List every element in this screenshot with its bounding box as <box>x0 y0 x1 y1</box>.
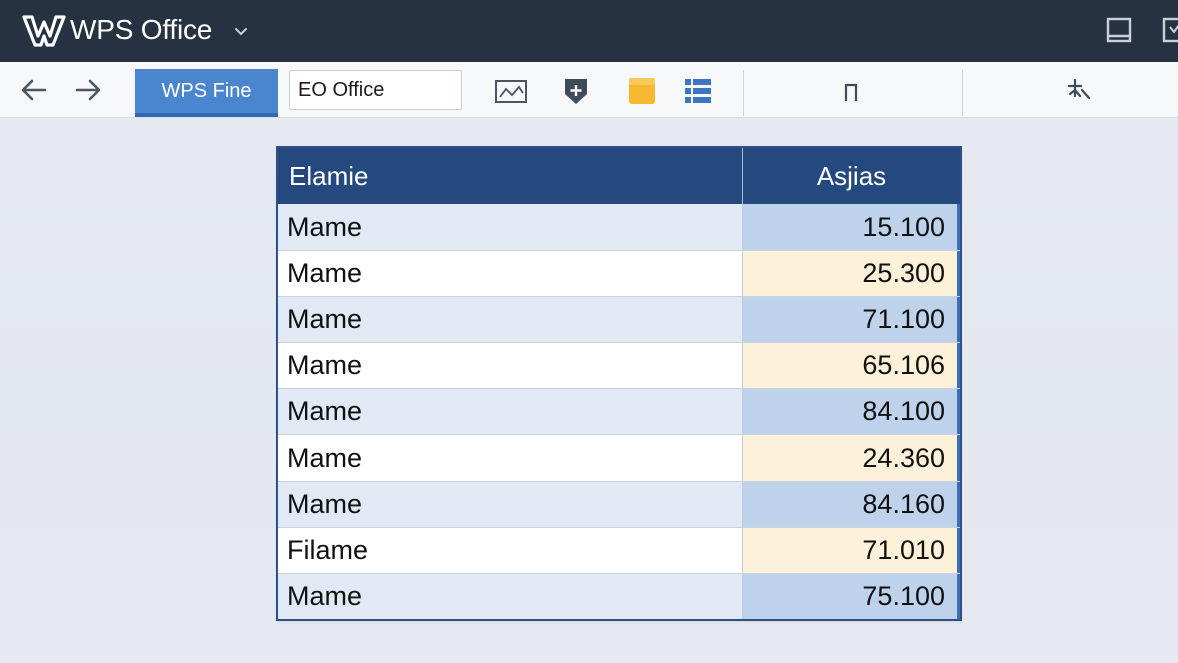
wps-logo-icon[interactable] <box>22 14 66 48</box>
column-header-value[interactable]: Asjias <box>816 160 887 191</box>
cell-value[interactable]: 71.010 <box>743 527 960 573</box>
table-body: Mame 15.100 Mame 25.300 Mame 71.100 Mame… <box>278 204 960 619</box>
cell-name[interactable]: Mame <box>278 435 743 481</box>
title-bar: WPS Office <box>0 0 1178 62</box>
cell-value[interactable]: 84.160 <box>743 481 960 527</box>
toolbar-divider <box>743 70 744 116</box>
cell-value[interactable]: 25.300 <box>743 251 960 297</box>
table-header: Elamie Asjias <box>278 148 960 204</box>
table-row[interactable]: Mame 65.106 <box>278 342 960 389</box>
cell-name[interactable]: Mame <box>278 573 743 619</box>
table-row[interactable]: Mame 24.360 <box>278 434 960 481</box>
cell-value[interactable]: 15.100 <box>743 204 960 251</box>
shield-plus-icon[interactable] <box>558 75 594 107</box>
cell-name[interactable]: Mame <box>278 481 743 527</box>
folder-icon[interactable] <box>624 75 660 107</box>
toolbar-divider <box>962 70 963 116</box>
table-row[interactable]: Mame 25.300 <box>278 250 960 297</box>
tab-label: WPS Fine <box>161 79 252 102</box>
table-row[interactable]: Mame 84.160 <box>278 480 960 527</box>
chart-icon[interactable] <box>493 75 529 107</box>
chevron-down-icon[interactable] <box>230 20 252 42</box>
app-title: WPS Office <box>70 14 213 45</box>
table-row[interactable]: Mame 84.100 <box>278 388 960 435</box>
table-row[interactable]: Mame 75.100 <box>278 572 960 619</box>
cell-name[interactable]: Mame <box>278 251 743 297</box>
cell-name[interactable]: Mame <box>278 343 743 389</box>
window-restore-icon[interactable] <box>1104 14 1134 46</box>
pause-icon[interactable] <box>836 78 866 106</box>
table-row[interactable]: Mame 71.100 <box>278 296 960 343</box>
toolbar: WPS Fine <box>0 62 1178 118</box>
table-row[interactable]: Filame 71.010 <box>278 526 960 573</box>
cell-value[interactable]: 84.100 <box>743 389 960 435</box>
cell-name[interactable]: Mame <box>278 389 743 435</box>
pin-icon[interactable] <box>1062 76 1094 106</box>
tab-wps-fine[interactable]: WPS Fine <box>135 69 278 117</box>
cell-name[interactable]: Mame <box>278 297 743 343</box>
cell-name[interactable]: Filame <box>278 527 743 573</box>
cell-value[interactable]: 75.100 <box>743 573 960 619</box>
cell-name[interactable]: Mame <box>278 204 743 251</box>
data-table: Elamie Asjias Mame 15.100 Mame 25.300 Ma… <box>276 146 962 621</box>
document-name-field[interactable] <box>289 70 462 110</box>
window-maximize-icon[interactable] <box>1160 14 1178 46</box>
column-header-name[interactable]: Elamie <box>278 148 743 204</box>
arrow-left-icon[interactable] <box>18 76 50 104</box>
cell-value[interactable]: 24.360 <box>743 435 960 481</box>
list-icon[interactable] <box>680 75 716 107</box>
arrow-right-icon[interactable] <box>72 76 104 104</box>
cell-value[interactable]: 65.106 <box>743 343 960 389</box>
table-row[interactable]: Mame 15.100 <box>278 204 960 251</box>
cell-value[interactable]: 71.100 <box>743 297 960 343</box>
